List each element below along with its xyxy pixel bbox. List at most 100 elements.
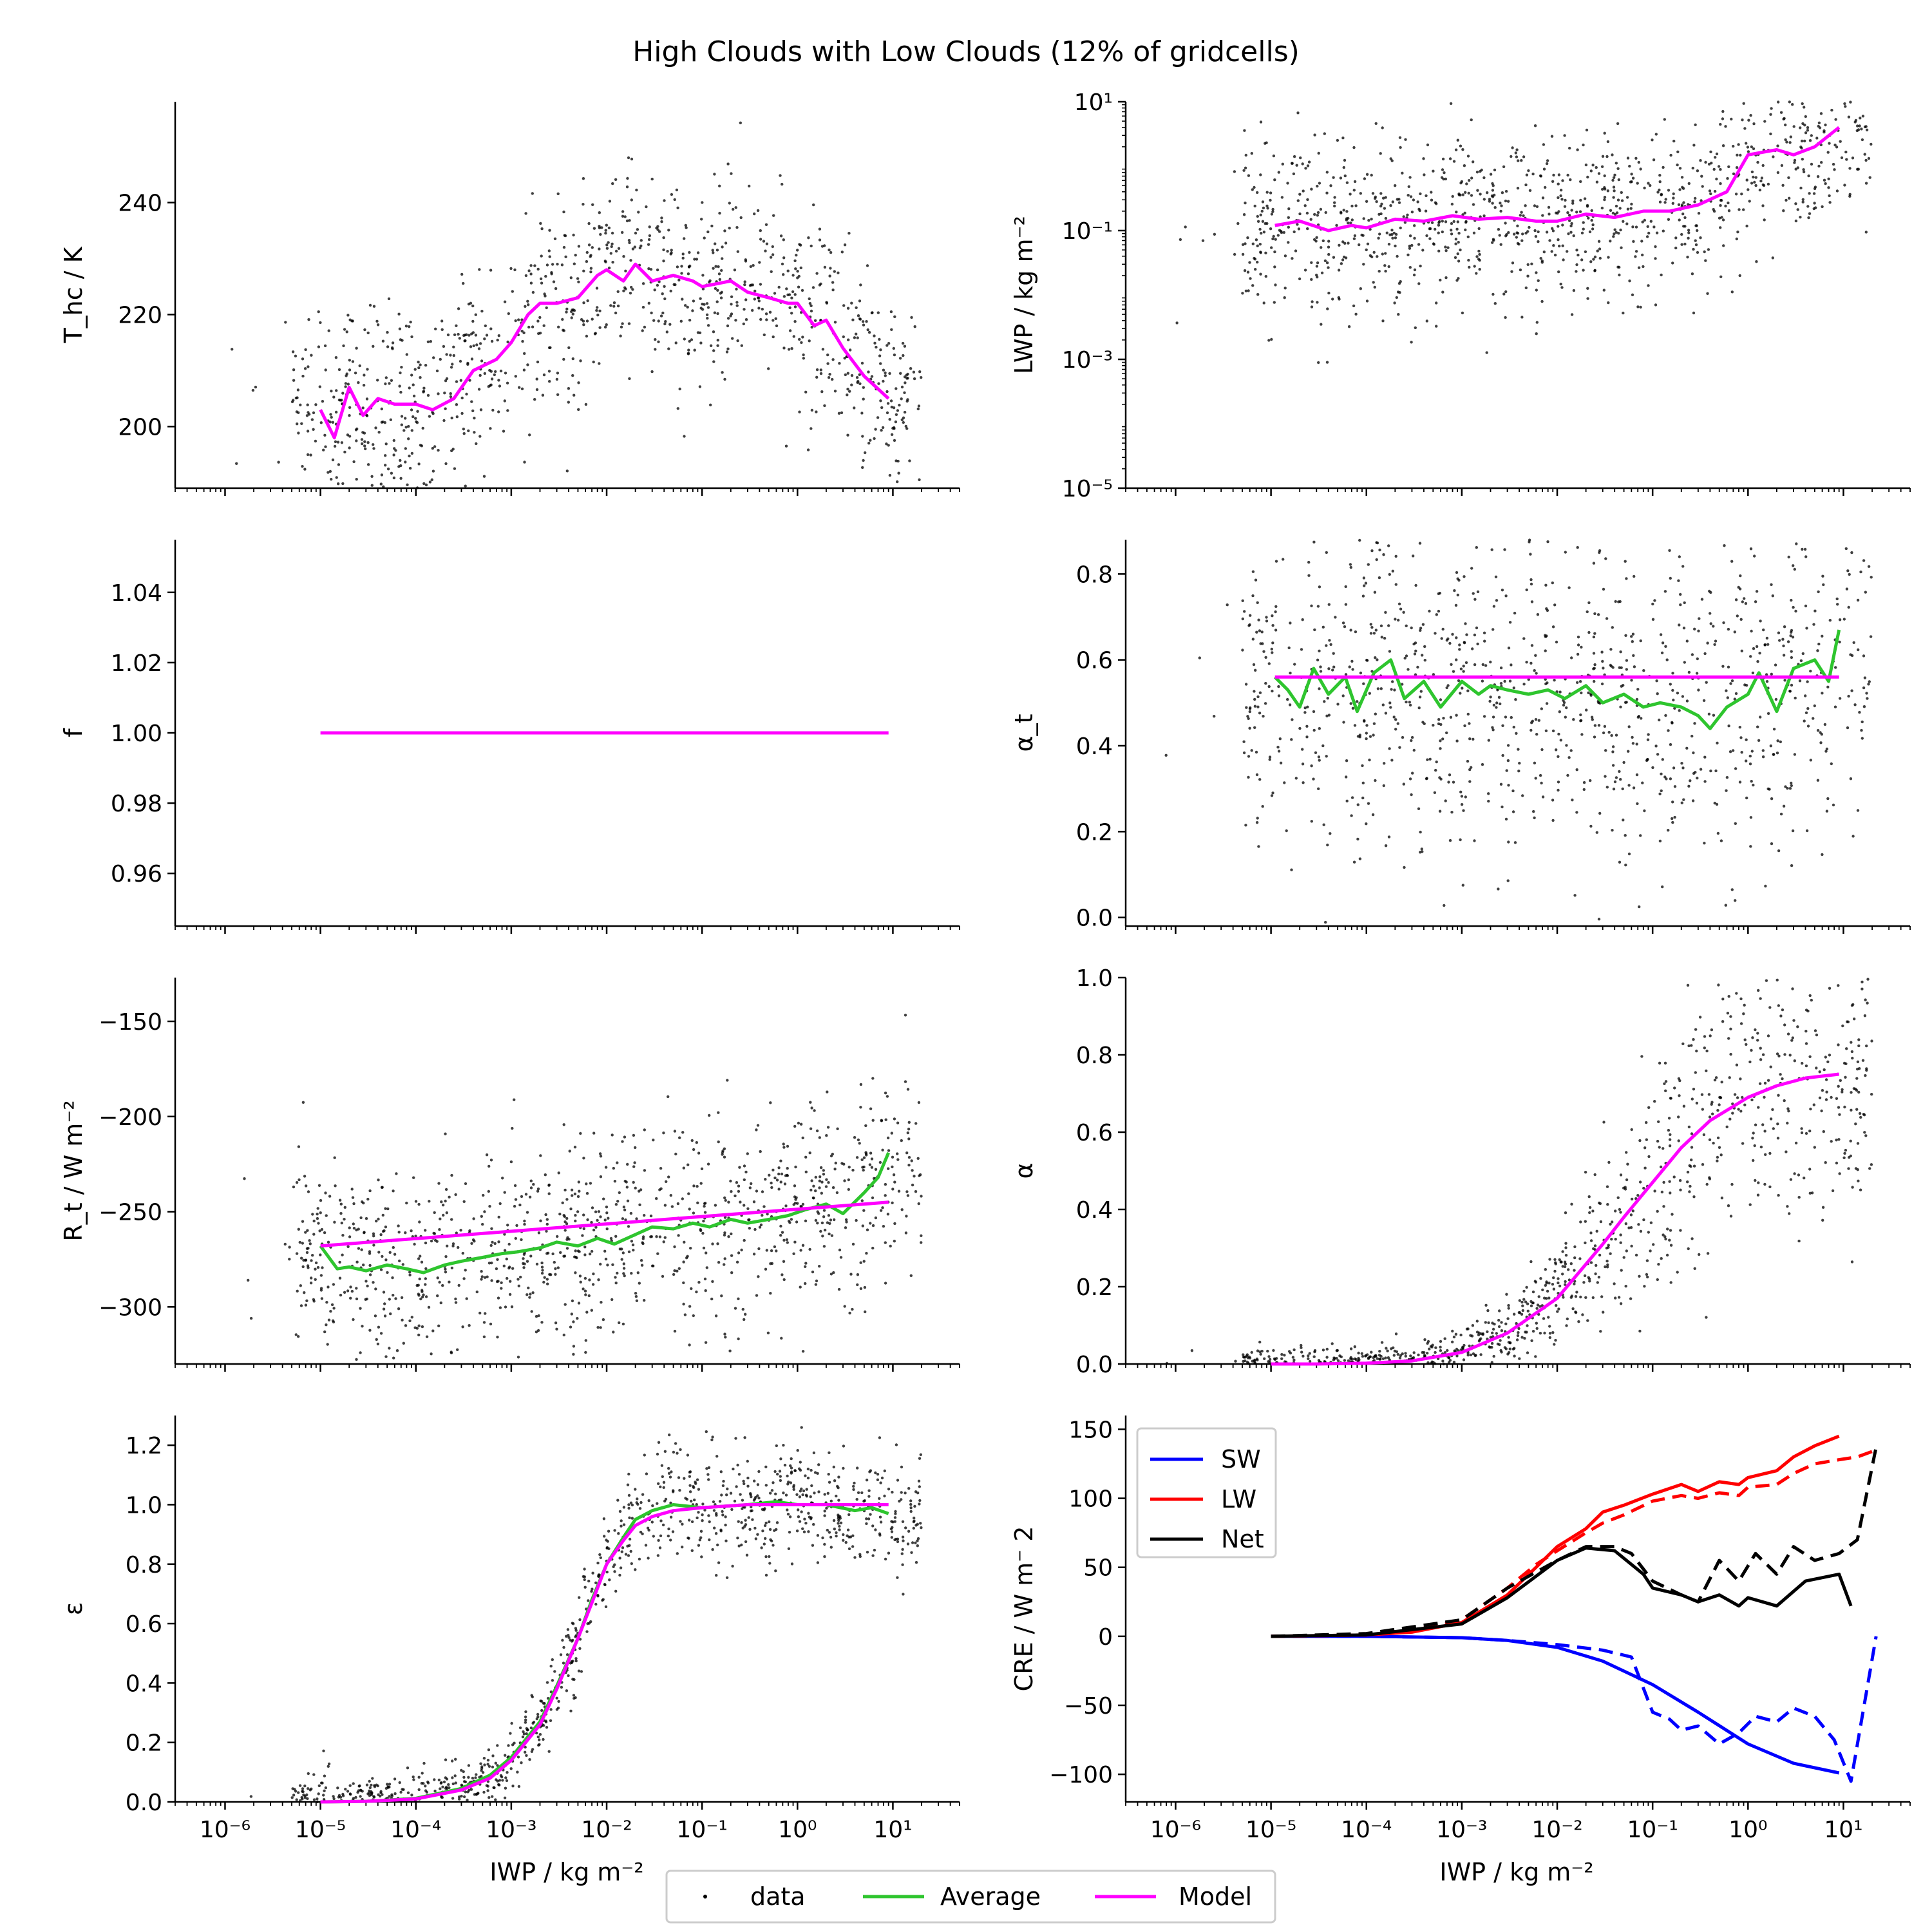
data-point	[1362, 263, 1365, 266]
data-point	[1867, 683, 1870, 686]
data-point	[526, 363, 529, 366]
data-point	[482, 1335, 486, 1338]
data-point	[399, 459, 402, 462]
data-point	[1341, 621, 1345, 625]
data-point	[627, 239, 631, 242]
data-point	[439, 1217, 442, 1220]
data-point	[1555, 640, 1558, 644]
data-point	[1593, 269, 1596, 272]
data-point	[743, 1318, 746, 1321]
data-point	[1443, 171, 1446, 175]
data-point	[1490, 548, 1493, 551]
data-point	[1586, 175, 1589, 179]
data-point	[1248, 261, 1251, 264]
data-point	[820, 390, 824, 393]
data-point	[1858, 710, 1861, 714]
data-point	[1448, 157, 1452, 160]
data-point	[810, 427, 813, 430]
data-point	[1686, 256, 1689, 259]
data-point	[393, 1253, 397, 1256]
data-point	[1620, 191, 1623, 194]
data-point	[404, 460, 407, 464]
data-point	[1285, 829, 1288, 833]
data-point	[650, 177, 654, 181]
data-point	[401, 1263, 404, 1266]
data-point	[1861, 737, 1864, 740]
data-point	[815, 410, 818, 413]
data-point	[1779, 111, 1783, 114]
data-point	[1402, 611, 1405, 614]
data-point	[600, 226, 603, 229]
data-point	[1570, 222, 1573, 225]
data-point	[1455, 739, 1459, 743]
data-point	[1306, 227, 1309, 231]
data-point	[1382, 196, 1385, 200]
data-point	[1476, 642, 1479, 646]
data-point	[1442, 717, 1445, 720]
data-point	[1537, 279, 1540, 282]
data-point	[304, 1303, 308, 1307]
data-point	[1788, 1054, 1792, 1057]
data-point	[621, 1217, 625, 1220]
data-point	[1566, 250, 1569, 253]
data-point	[1647, 1106, 1651, 1110]
y-tick-label: 0.8	[1076, 1043, 1113, 1069]
data-point	[563, 1255, 567, 1258]
data-point	[880, 429, 883, 432]
data-point	[438, 1228, 441, 1231]
model-line	[319, 262, 890, 440]
data-point	[520, 387, 524, 390]
data-point	[1451, 632, 1454, 636]
data-point	[1243, 610, 1246, 613]
data-point	[1489, 660, 1492, 664]
data-point	[809, 1101, 812, 1104]
data-point	[1325, 261, 1329, 265]
data-point	[616, 304, 620, 308]
data-point	[1582, 143, 1585, 147]
data-point	[348, 406, 352, 409]
data-point	[1793, 158, 1797, 162]
data-point	[1495, 701, 1499, 705]
data-point	[1600, 165, 1604, 168]
data-point	[1371, 813, 1375, 817]
data-point	[1806, 707, 1810, 710]
data-point	[1425, 777, 1428, 781]
data-point	[1248, 726, 1251, 730]
data-point	[1691, 799, 1695, 802]
data-point	[1464, 622, 1467, 625]
data-point	[1671, 202, 1674, 205]
data-point	[1824, 123, 1827, 127]
data-point	[1262, 231, 1266, 234]
data-point	[1455, 211, 1458, 214]
data-point	[907, 1164, 911, 1167]
data-point	[457, 307, 460, 310]
data-point	[785, 1238, 789, 1242]
data-point	[914, 1190, 918, 1193]
data-point	[1781, 638, 1785, 641]
data-point	[1788, 141, 1792, 144]
data-point	[424, 1283, 427, 1286]
data-point	[682, 1166, 686, 1170]
data-point	[1748, 754, 1752, 758]
data-point	[777, 1188, 781, 1191]
data-point	[1862, 686, 1866, 690]
average-line	[1273, 629, 1841, 730]
data-point	[1449, 102, 1453, 105]
data-point	[254, 385, 258, 389]
data-point	[1654, 744, 1658, 748]
data-point	[503, 300, 507, 303]
data-point	[523, 1219, 526, 1223]
data-point	[1487, 792, 1490, 795]
data-point	[680, 272, 683, 275]
y-tick-label: 1.0	[1076, 965, 1113, 992]
data-point	[743, 308, 746, 311]
data-point	[1624, 864, 1627, 867]
data-point	[536, 1329, 540, 1332]
data-point	[834, 1161, 838, 1165]
data-point	[861, 320, 865, 323]
data-point	[1808, 192, 1811, 195]
data-point	[882, 368, 886, 372]
data-point	[1273, 301, 1276, 304]
data-point	[621, 214, 625, 218]
data-point	[319, 1211, 322, 1215]
